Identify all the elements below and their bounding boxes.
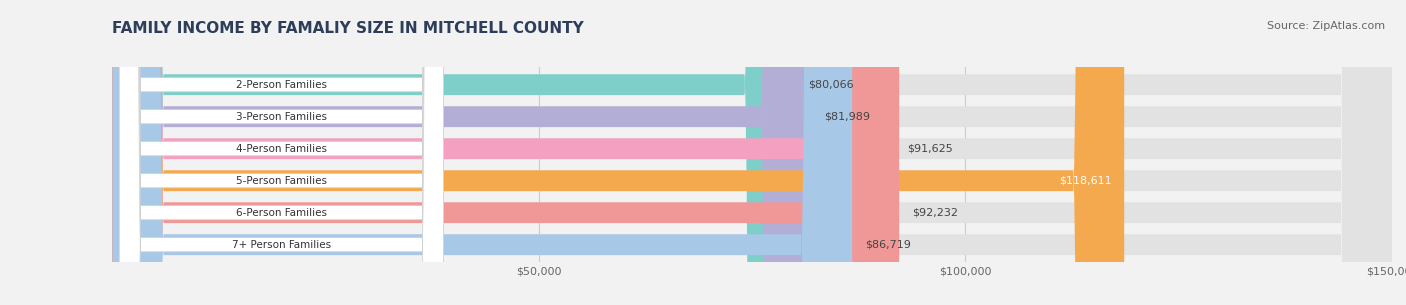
Text: 4-Person Families: 4-Person Families (236, 144, 326, 154)
FancyBboxPatch shape (112, 0, 796, 305)
Text: 6-Person Families: 6-Person Families (236, 208, 326, 218)
Text: 7+ Person Families: 7+ Person Families (232, 240, 330, 250)
Text: $81,989: $81,989 (824, 112, 870, 122)
FancyBboxPatch shape (120, 0, 443, 305)
FancyBboxPatch shape (112, 0, 1392, 305)
FancyBboxPatch shape (112, 0, 1392, 305)
Text: $92,232: $92,232 (912, 208, 957, 218)
FancyBboxPatch shape (120, 0, 443, 305)
FancyBboxPatch shape (112, 0, 852, 305)
FancyBboxPatch shape (112, 0, 1125, 305)
Text: $80,066: $80,066 (808, 80, 853, 90)
Text: 3-Person Families: 3-Person Families (236, 112, 326, 122)
FancyBboxPatch shape (112, 0, 1392, 305)
FancyBboxPatch shape (112, 0, 1392, 305)
Text: $86,719: $86,719 (865, 240, 911, 250)
Text: $91,625: $91,625 (907, 144, 952, 154)
FancyBboxPatch shape (112, 0, 1392, 305)
FancyBboxPatch shape (120, 0, 443, 305)
Text: FAMILY INCOME BY FAMALIY SIZE IN MITCHELL COUNTY: FAMILY INCOME BY FAMALIY SIZE IN MITCHEL… (112, 21, 585, 36)
FancyBboxPatch shape (112, 0, 1392, 305)
Text: Source: ZipAtlas.com: Source: ZipAtlas.com (1267, 21, 1385, 31)
Text: 2-Person Families: 2-Person Families (236, 80, 326, 90)
Text: 5-Person Families: 5-Person Families (236, 176, 326, 186)
FancyBboxPatch shape (120, 0, 443, 305)
FancyBboxPatch shape (120, 0, 443, 305)
FancyBboxPatch shape (112, 0, 811, 305)
Text: $118,611: $118,611 (1059, 176, 1111, 186)
FancyBboxPatch shape (112, 0, 900, 305)
FancyBboxPatch shape (120, 0, 443, 305)
FancyBboxPatch shape (112, 0, 894, 305)
